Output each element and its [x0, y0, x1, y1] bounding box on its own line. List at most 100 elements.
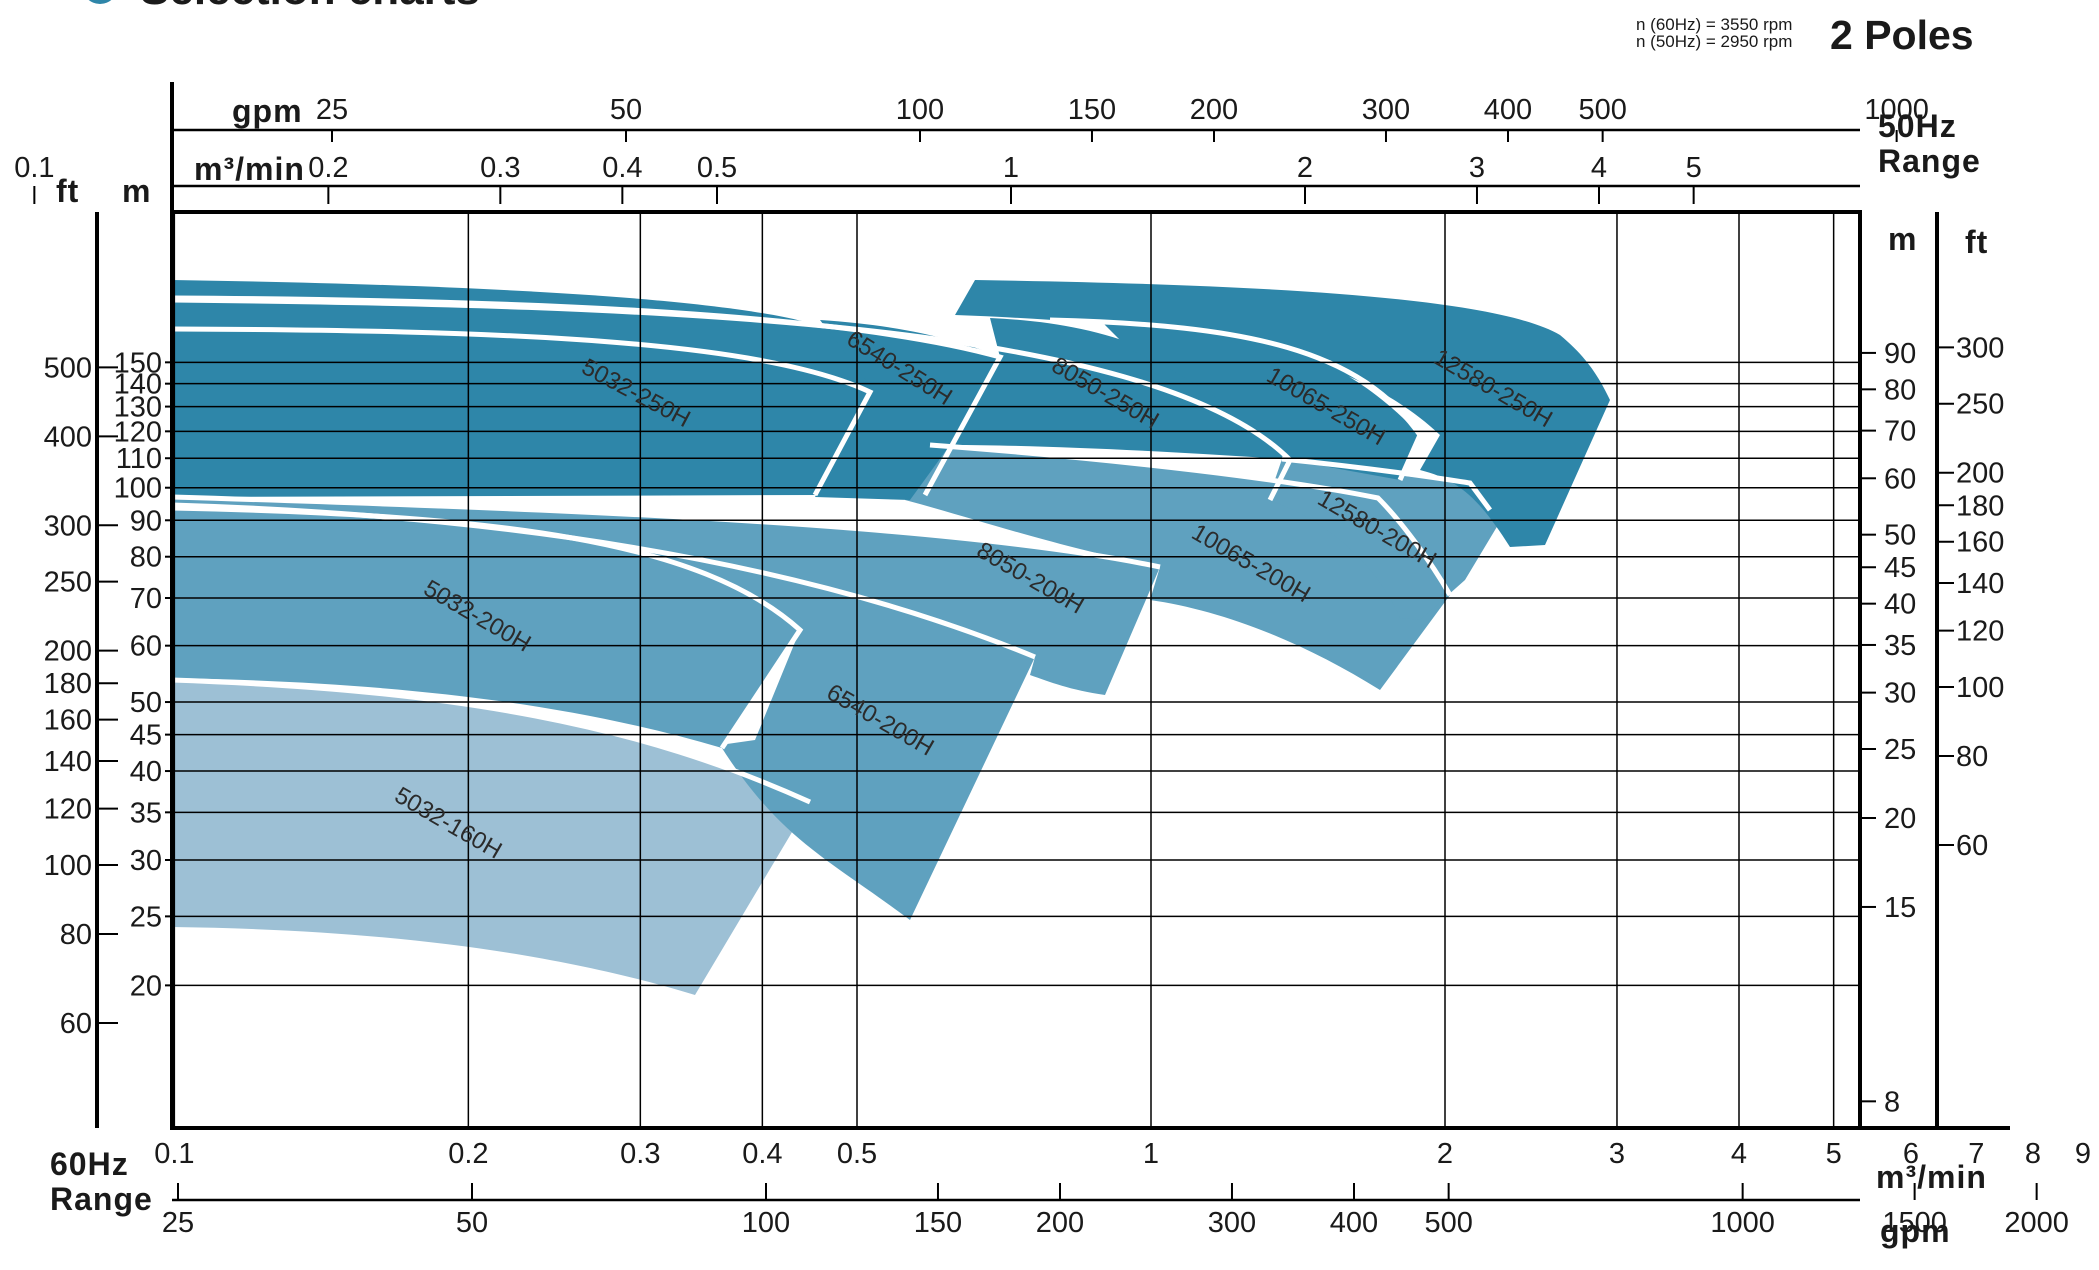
tick-label-left-ft: 250: [44, 567, 92, 599]
tick-label-left-m: 100: [114, 473, 162, 505]
boundary-6540-200H: [171, 502, 1036, 660]
zone-5032-250H: [172, 280, 880, 497]
tick-label-bottom-gpm: 300: [1208, 1207, 1256, 1239]
tick-label-bottom-gpm: 50: [456, 1207, 488, 1239]
tick-label-right-m: 15: [1884, 892, 1916, 924]
tick-label-bottom-m3min: 7: [1968, 1138, 1984, 1170]
tick-label-bottom-gpm: 25: [162, 1207, 194, 1239]
top-m3min-ticks: 0.1 0.2 0.3 0.4 0.5 1 2 3 4 5: [14, 152, 1702, 204]
range-50hz-line2: Range: [1878, 143, 1981, 179]
tick-label-top-m3min: 4: [1591, 152, 1607, 184]
title-bullet-icon: [88, 0, 112, 4]
tick-label-left-m: 60: [130, 631, 162, 663]
poles-label: 2 Poles: [1830, 12, 1974, 58]
tick-label-bottom-gpm: 2000: [2004, 1207, 2069, 1239]
tick-label-bottom-gpm: 1000: [1710, 1207, 1775, 1239]
tick-label-bottom-m3min: 6: [1903, 1138, 1919, 1170]
tick-label-bottom-gpm: 200: [1036, 1207, 1084, 1239]
tick-label-bottom-m3min: 0.4: [742, 1138, 782, 1170]
speed-60hz: n (60Hz) = 3550 rpm: [1636, 15, 1792, 34]
range-50hz-line1: 50Hz: [1878, 108, 1957, 144]
range-60hz-line1: 60Hz: [50, 1146, 129, 1182]
tick-label-right-m: 50: [1884, 520, 1916, 552]
tick-label-right-m: 25: [1884, 734, 1916, 766]
tick-label-left-ft: 200: [44, 636, 92, 668]
zone-12580-250H: [955, 280, 1610, 547]
tick-label-right-ft: 160: [1956, 527, 2004, 559]
tick-label-left-ft: 500: [44, 352, 92, 384]
tick-label-left-m: 80: [130, 542, 162, 574]
tick-label-right-m: 30: [1884, 678, 1916, 710]
tick-label-left-m: 45: [130, 720, 162, 752]
tick-label-top-gpm: 50: [610, 94, 642, 126]
tick-label-right-ft: 300: [1956, 332, 2004, 364]
tick-label-right-m: 40: [1884, 589, 1916, 621]
tick-label-right-m: 80: [1884, 374, 1916, 406]
tick-label-bottom-gpm: 500: [1424, 1207, 1472, 1239]
tick-label-top-m3min: 0.3: [480, 152, 520, 184]
bottom-m3min-unit: m³/min: [1876, 1159, 1987, 1195]
grid-horizontal: [172, 361, 1860, 987]
tick-label-top-gpm: 1000: [1864, 94, 1929, 126]
tick-label-top-gpm: 300: [1362, 94, 1410, 126]
tick-label-bottom-m3min: 0.2: [448, 1138, 488, 1170]
tick-label-top-m3min: 0.5: [697, 152, 737, 184]
tick-label-right-ft: 60: [1956, 830, 1988, 862]
boundary-5032-160H: [171, 677, 812, 805]
top-gpm-unit: gpm: [232, 93, 303, 129]
tick-label-right-ft: 80: [1956, 741, 1988, 773]
tick-label-left-m: 40: [130, 756, 162, 788]
tick-label-right-m: 20: [1884, 803, 1916, 835]
tick-label-bottom-gpm: 150: [914, 1207, 962, 1239]
tick-label-top-gpm: 25: [316, 94, 348, 126]
tick-label-left-m: 90: [130, 505, 162, 537]
top-gpm-ticks: 25 50 100 150 200 300 400 500 1000: [316, 94, 1929, 142]
tick-label-top-m3min: 3: [1469, 152, 1485, 184]
tick-label-left-m: 140: [114, 369, 162, 401]
tick-label-top-m3min: 1: [1003, 152, 1019, 184]
tick-label-left-ft: 60: [60, 1008, 92, 1040]
boundary-5032-250H: [171, 326, 874, 497]
zone-8050-200H: [172, 497, 1160, 695]
tick-label-top-gpm: 400: [1484, 94, 1532, 126]
tick-label-top-m3min: 0.1: [14, 152, 54, 184]
grid-vertical: [173, 212, 1835, 1128]
boundary-8050-250H: [171, 297, 1294, 502]
range-60hz-line2: Range: [50, 1181, 153, 1217]
zone-12580-200H: [1268, 459, 1510, 620]
speed-50hz: n (50Hz) = 2950 rpm: [1636, 32, 1792, 51]
tick-label-left-m: 70: [130, 583, 162, 615]
tick-label-left-m: 130: [114, 392, 162, 424]
zone-fills: [172, 280, 1610, 995]
tick-label-bottom-m3min: 8: [2025, 1138, 2041, 1170]
tick-label-left-m: 50: [130, 687, 162, 719]
tick-label-left-ft: 140: [44, 746, 92, 778]
tick-label-bottom-m3min: 9: [2075, 1138, 2091, 1170]
tick-label-top-m3min: 0.4: [602, 152, 642, 184]
zone-10065-250H: [1100, 320, 1420, 480]
tick-label-top-gpm: 500: [1578, 94, 1626, 126]
tick-label-bottom-m3min: 4: [1731, 1138, 1747, 1170]
tick-label-right-m: 70: [1884, 416, 1916, 448]
left-ft-unit: ft: [56, 173, 79, 209]
chart-header: Selection charts n (60Hz) = 3550 rpm n (…: [88, 0, 1974, 58]
top-m3min-unit: m³/min: [194, 151, 305, 187]
tick-label-bottom-m3min: 2: [1437, 1138, 1453, 1170]
tick-label-right-m: 35: [1884, 630, 1916, 662]
tick-label-left-ft: 160: [44, 705, 92, 737]
tick-label-left-ft: 100: [44, 850, 92, 882]
tick-label-left-ft: 180: [44, 668, 92, 700]
tick-label-bottom-m3min: 3: [1609, 1138, 1625, 1170]
tick-label-left-m: 30: [130, 845, 162, 877]
tick-label-top-m3min: 5: [1686, 152, 1702, 184]
zone-boundaries: [171, 295, 1493, 805]
left-m-unit: m: [122, 173, 151, 209]
tick-label-left-m: 150: [114, 347, 162, 379]
tick-label-left-ft: 80: [60, 919, 92, 951]
